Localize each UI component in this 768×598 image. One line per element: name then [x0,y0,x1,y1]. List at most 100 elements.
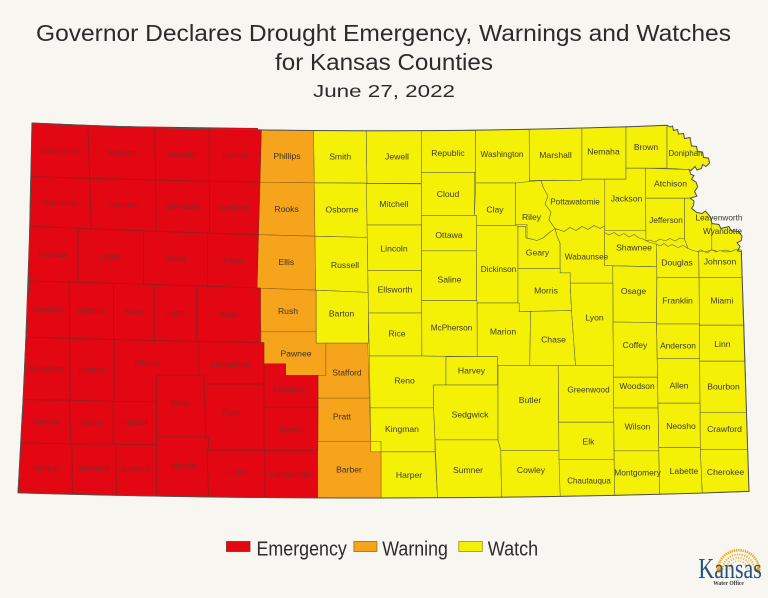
svg-text:Smith: Smith [329,152,351,162]
svg-text:Harper: Harper [396,470,422,480]
svg-text:Shawnee: Shawnee [616,243,652,253]
svg-text:Phillips: Phillips [273,151,300,161]
svg-text:Ford: Ford [222,408,240,418]
svg-text:Kingman: Kingman [385,424,419,434]
svg-text:Jackson: Jackson [611,194,643,204]
svg-text:Miami: Miami [710,296,733,306]
svg-text:Montgomery: Montgomery [614,468,661,478]
svg-text:Hodgeman: Hodgeman [212,360,253,369]
svg-text:Grant: Grant [81,418,103,428]
svg-text:Nemaha: Nemaha [587,147,620,157]
svg-text:Logan: Logan [99,251,123,261]
svg-text:Woodson: Woodson [619,381,655,391]
svg-text:Doniphan: Doniphan [668,149,702,158]
svg-text:Coffey: Coffey [623,340,648,350]
svg-text:Comanche: Comanche [270,469,311,479]
svg-text:Meade: Meade [170,461,196,471]
svg-text:Greeley: Greeley [33,304,64,314]
svg-text:Franklin: Franklin [662,295,693,305]
svg-text:Geary: Geary [526,248,550,258]
svg-text:Allen: Allen [669,381,688,391]
svg-text:Anderson: Anderson [660,341,696,351]
svg-text:Elk: Elk [583,437,596,447]
svg-text:Gove: Gove [165,253,186,263]
svg-text:Pottawatomie: Pottawatomie [550,198,600,207]
svg-text:Seward: Seward [121,464,150,474]
svg-text:Graham: Graham [219,203,250,213]
svg-text:Rice: Rice [388,329,405,339]
svg-text:Cowley: Cowley [517,465,546,475]
svg-text:Russell: Russell [331,260,359,270]
svg-text:Scott: Scott [124,307,144,317]
svg-text:Wilson: Wilson [625,422,651,432]
svg-text:Cherokee: Cherokee [707,467,744,477]
svg-text:Neosho: Neosho [666,421,696,431]
svg-text:Edwards: Edwards [273,385,305,394]
svg-text:Rooks: Rooks [274,204,298,214]
svg-text:Harvey: Harvey [458,366,486,376]
svg-text:Labette: Labette [670,466,699,476]
svg-text:Linn: Linn [714,339,730,349]
svg-text:Kearny: Kearny [78,365,106,375]
svg-text:Marion: Marion [490,327,516,337]
svg-text:Wabaunsee: Wabaunsee [565,253,609,262]
svg-text:Chautauqua: Chautauqua [567,477,611,486]
svg-text:Ellis: Ellis [278,257,294,267]
svg-text:Butler: Butler [519,395,542,405]
svg-text:Stanton: Stanton [31,417,61,427]
svg-text:Barber: Barber [336,465,362,475]
svg-text:Johnson: Johnson [704,257,737,267]
svg-text:Republic: Republic [431,148,465,158]
svg-text:Stafford: Stafford [332,368,362,378]
svg-text:Dickinson: Dickinson [481,265,517,274]
svg-text:Hamilton: Hamilton [30,363,64,373]
svg-text:Cheyenne: Cheyenne [41,145,80,155]
svg-text:Douglas: Douglas [661,258,693,268]
svg-text:Chase: Chase [541,335,566,345]
svg-text:Osborne: Osborne [326,205,359,215]
svg-text:Pawnee: Pawnee [280,349,311,359]
svg-text:Mitchell: Mitchell [379,199,408,209]
svg-text:Ottawa: Ottawa [435,230,462,240]
svg-text:Haskell: Haskell [120,417,148,427]
svg-text:for Kansas Counties: for Kansas Counties [275,49,493,75]
svg-text:Sherman: Sherman [43,197,78,207]
svg-text:Reno: Reno [394,376,415,386]
svg-text:Rawlins: Rawlins [107,147,137,157]
svg-text:Sheridan: Sheridan [165,201,200,211]
svg-text:Stevens: Stevens [78,463,109,473]
svg-text:Watch: Watch [488,539,538,561]
svg-text:Warning: Warning [382,539,448,561]
svg-text:Saline: Saline [438,275,462,285]
svg-text:Ness: Ness [219,309,239,319]
svg-text:Riley: Riley [522,212,542,222]
svg-text:Lane: Lane [166,308,185,318]
svg-text:Barton: Barton [329,309,355,319]
svg-text:Norton: Norton [222,150,248,160]
svg-text:Wallace: Wallace [38,249,68,259]
svg-text:Sumner: Sumner [453,465,483,475]
svg-text:Governor Declares Drought Emer: Governor Declares Drought Emergency, War… [36,20,731,46]
svg-text:Kiowa: Kiowa [279,425,303,435]
svg-text:Wichita: Wichita [77,305,105,315]
svg-text:Crawford: Crawford [707,424,742,434]
svg-text:Jefferson: Jefferson [649,216,683,225]
svg-text:Lincoln: Lincoln [380,244,407,254]
svg-text:Leavenworth: Leavenworth [696,214,743,223]
svg-text:Bourbon: Bourbon [707,382,740,392]
svg-text:McPherson: McPherson [431,324,473,333]
svg-text:Osage: Osage [621,286,647,296]
svg-text:Greenwood: Greenwood [567,386,610,395]
svg-text:Morris: Morris [534,286,558,296]
svg-text:Atchison: Atchison [654,179,687,189]
svg-text:Washington: Washington [481,150,524,159]
svg-text:Lyon: Lyon [585,313,604,323]
svg-text:Rush: Rush [278,306,298,316]
svg-text:Morton: Morton [33,463,60,473]
svg-text:Clark: Clark [226,467,247,477]
svg-text:Clay: Clay [486,205,504,215]
svg-text:Gray: Gray [171,398,190,408]
svg-text:Water Office: Water Office [713,581,744,587]
svg-text:Finney: Finney [134,358,160,368]
svg-text:Trego: Trego [222,255,244,265]
